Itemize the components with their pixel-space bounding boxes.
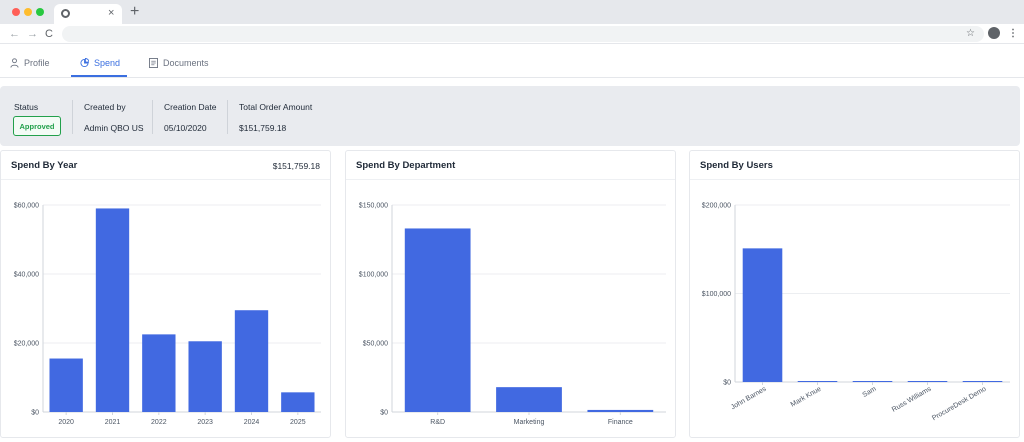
creation-date-label: Creation Date [164, 102, 217, 112]
active-tab-indicator [71, 75, 127, 77]
bar [281, 392, 315, 412]
x-tick-label: Marketing [514, 419, 545, 426]
spend-by-users-card: Spend By Users $0 $100,000 $200,000 John Ba… [689, 150, 1020, 438]
close-tab-icon[interactable]: × [108, 7, 115, 19]
spend-by-users-chart: $0 $100,000 $200,000 John Barnes Mark Knue Sa… [702, 203, 1010, 423]
card-title: Spend By Year [11, 160, 78, 171]
reload-icon[interactable]: C [45, 28, 53, 40]
x-tick-label: R&D [430, 419, 445, 426]
y-tick-label: $0 [31, 410, 39, 417]
x-tick-label: Sam [862, 386, 878, 399]
order-summary: Status Created by Admin QBO US Creation … [0, 86, 1020, 146]
bar [188, 341, 222, 412]
card-divider [1, 179, 330, 180]
tab-profile-label: Profile [24, 58, 50, 68]
new-tab-button[interactable]: + [130, 3, 140, 20]
creation-date-field: Creation Date 05/10/2020 [164, 102, 216, 133]
browser-tab[interactable]: × [54, 4, 122, 24]
created-by-label: Created by [84, 102, 126, 112]
status-label: Status [14, 102, 39, 112]
y-tick-label: $50,000 [363, 341, 388, 348]
forward-icon[interactable]: → [27, 28, 38, 40]
card-divider [346, 179, 675, 180]
page-tabs: Profile Spend Documents [0, 46, 1024, 78]
star-icon[interactable]: ☆ [966, 28, 975, 39]
x-tick-label: 2025 [290, 419, 306, 426]
bar [234, 310, 269, 412]
tab-spend-label: Spend [94, 58, 121, 68]
created-by-field: Created by Admin QBO US [84, 102, 144, 133]
browser-toolbar: ← → C ☆ ⋮ [0, 24, 1024, 44]
x-tick-label: Mark Knue [790, 386, 823, 409]
divider [152, 100, 153, 134]
bar [797, 381, 838, 382]
bar [907, 381, 948, 382]
x-tick-label: Finance [608, 419, 633, 426]
maximize-window-button[interactable] [36, 8, 44, 16]
bar [742, 248, 783, 382]
document-icon [149, 58, 158, 68]
x-tick-label: 2021 [105, 419, 121, 426]
creation-date-value: 05/10/2020 [164, 123, 207, 133]
close-window-button[interactable] [12, 8, 20, 16]
spend-by-year-chart: $0 $20,000 $40,000 $60,000 2020 2021 2022 2023 2… [14, 203, 321, 426]
tab-profile[interactable]: Profile [10, 56, 50, 70]
profile-avatar[interactable] [988, 27, 1000, 39]
total-amount-field: Total Order Amount $151,759.18 [239, 102, 312, 133]
y-tick-label: $150,000 [359, 203, 388, 210]
x-tick-label: ProcureDesk Demo [931, 386, 987, 423]
menu-icon[interactable]: ⋮ [1008, 28, 1018, 39]
divider [227, 100, 228, 134]
pie-chart-icon [80, 58, 89, 68]
x-tick-label: 2020 [58, 419, 74, 426]
y-tick-label: $60,000 [14, 203, 39, 210]
bar [404, 228, 471, 412]
spend-by-department-card: Spend By Department $0 $50,000 $100,000 $15… [345, 150, 676, 438]
bar [49, 358, 83, 412]
y-tick-label: $100,000 [359, 272, 388, 279]
tab-documents-label: Documents [163, 58, 209, 68]
bar [496, 387, 562, 412]
y-tick-label: $0 [723, 380, 731, 387]
bar [587, 409, 654, 412]
total-amount-label: Total Order Amount [239, 102, 313, 112]
card-divider [690, 179, 1019, 180]
person-icon [10, 58, 19, 68]
x-tick-label: 2023 [197, 419, 213, 426]
x-tick-label: John Barnes [730, 385, 768, 411]
card-total: $151,759.18 [272, 161, 320, 171]
minimize-window-button[interactable] [24, 8, 32, 16]
x-tick-label: 2024 [244, 419, 260, 426]
spend-by-year-card: Spend By Year $151,759.18 $0 $20,000 $40,0… [0, 150, 331, 438]
y-tick-label: $40,000 [14, 272, 39, 279]
bar [142, 334, 176, 412]
y-tick-label: $20,000 [14, 341, 39, 348]
spend-by-department-chart: $0 $50,000 $100,000 $150,000 R&D Marketing Fin… [359, 203, 666, 426]
x-tick-label: Russ Williams [891, 385, 933, 413]
back-icon[interactable]: ← [9, 28, 20, 40]
tab-documents[interactable]: Documents [149, 56, 209, 70]
y-tick-label: $200,000 [702, 203, 731, 210]
address-bar[interactable] [62, 26, 984, 42]
total-amount-value: $151,759.18 [239, 123, 287, 133]
chrome-icon [61, 9, 70, 18]
y-tick-label: $0 [380, 410, 388, 417]
card-title: Spend By Users [700, 160, 773, 171]
x-tick-label: 2022 [151, 419, 167, 426]
y-tick-label: $100,000 [702, 291, 731, 298]
status-badge: Approved [13, 116, 61, 136]
browser-tab-strip: × + [0, 0, 1024, 24]
bar [852, 381, 893, 382]
bar [95, 208, 130, 412]
bar [962, 381, 1003, 382]
divider [72, 100, 73, 134]
created-by-value: Admin QBO US [84, 123, 144, 133]
card-title: Spend By Department [356, 160, 456, 171]
status-field: Status [14, 102, 38, 112]
tab-spend[interactable]: Spend [80, 56, 120, 70]
